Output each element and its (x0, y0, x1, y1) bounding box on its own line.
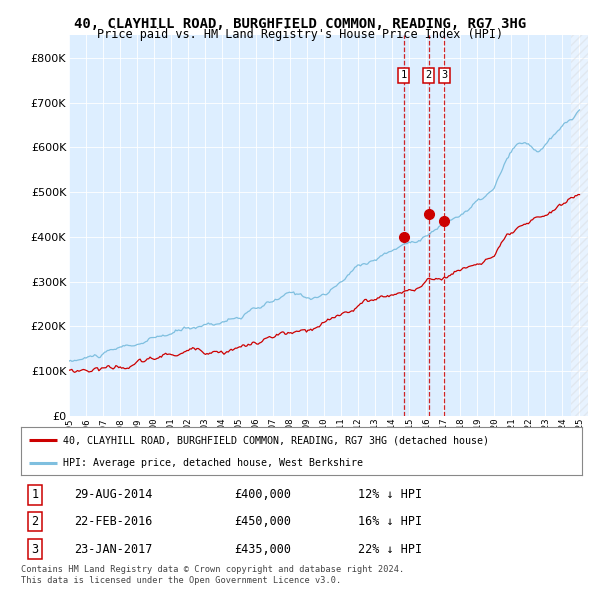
Text: 22% ↓ HPI: 22% ↓ HPI (358, 543, 422, 556)
Text: £450,000: £450,000 (234, 515, 291, 528)
Text: 40, CLAYHILL ROAD, BURGHFIELD COMMON, READING, RG7 3HG: 40, CLAYHILL ROAD, BURGHFIELD COMMON, RE… (74, 17, 526, 31)
Text: 2: 2 (31, 515, 38, 528)
Text: This data is licensed under the Open Government Licence v3.0.: This data is licensed under the Open Gov… (21, 576, 341, 585)
Text: 3: 3 (441, 70, 448, 80)
Text: 1: 1 (31, 489, 38, 502)
Text: 22-FEB-2016: 22-FEB-2016 (74, 515, 152, 528)
Text: Contains HM Land Registry data © Crown copyright and database right 2024.: Contains HM Land Registry data © Crown c… (21, 565, 404, 574)
Text: 23-JAN-2017: 23-JAN-2017 (74, 543, 152, 556)
Text: 3: 3 (31, 543, 38, 556)
Text: 40, CLAYHILL ROAD, BURGHFIELD COMMON, READING, RG7 3HG (detached house): 40, CLAYHILL ROAD, BURGHFIELD COMMON, RE… (63, 435, 489, 445)
Text: HPI: Average price, detached house, West Berkshire: HPI: Average price, detached house, West… (63, 458, 363, 468)
Text: 12% ↓ HPI: 12% ↓ HPI (358, 489, 422, 502)
Text: 2: 2 (425, 70, 431, 80)
Text: 16% ↓ HPI: 16% ↓ HPI (358, 515, 422, 528)
Text: £400,000: £400,000 (234, 489, 291, 502)
Text: 29-AUG-2014: 29-AUG-2014 (74, 489, 152, 502)
Text: £435,000: £435,000 (234, 543, 291, 556)
Text: Price paid vs. HM Land Registry's House Price Index (HPI): Price paid vs. HM Land Registry's House … (97, 28, 503, 41)
Text: 1: 1 (400, 70, 407, 80)
